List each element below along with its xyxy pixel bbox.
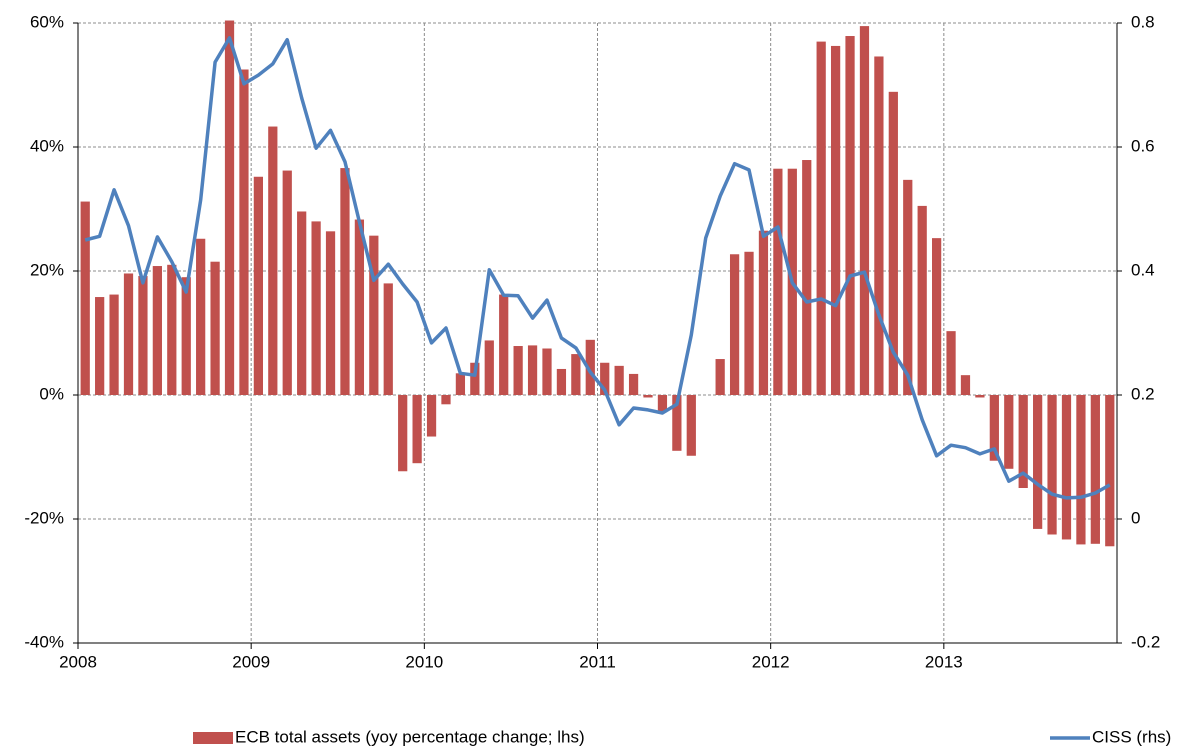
bar	[181, 277, 191, 395]
bar	[729, 254, 740, 395]
y2-tick-label: 0.8	[1131, 12, 1155, 31]
bar	[614, 365, 624, 395]
bar	[830, 45, 841, 395]
bar	[816, 41, 826, 395]
bar	[470, 362, 480, 395]
x-tick-label: 2011	[579, 652, 616, 671]
x-tick-label: 2008	[59, 652, 97, 671]
bar	[95, 297, 105, 395]
bar	[946, 331, 956, 395]
bar	[224, 20, 235, 396]
bar	[1090, 395, 1100, 544]
bar	[210, 261, 220, 395]
bar	[412, 395, 422, 464]
bar	[527, 345, 538, 395]
bar	[1076, 395, 1086, 545]
bar	[585, 339, 595, 395]
bar	[1018, 395, 1028, 488]
x-tick-label: 2009	[232, 652, 270, 671]
y2-tick-label: -0.2	[1131, 632, 1160, 651]
bar	[556, 368, 567, 395]
bar	[542, 348, 552, 395]
line	[84, 36, 1111, 500]
y-tick-label: 40%	[30, 136, 64, 155]
x-tick-label: 2012	[752, 652, 790, 671]
bar	[903, 179, 913, 395]
bar	[686, 395, 696, 456]
y-tick-label: -40%	[24, 632, 64, 651]
bar	[80, 201, 90, 395]
bar	[628, 373, 639, 395]
y-tick-label: 0%	[39, 384, 64, 403]
bar	[455, 373, 466, 395]
bar	[426, 395, 437, 437]
y2-tick-label: 0	[1131, 508, 1140, 527]
bar	[571, 354, 581, 395]
bar	[513, 346, 523, 395]
y-tick-label: 20%	[30, 260, 64, 279]
bar	[600, 362, 610, 395]
bar	[758, 230, 769, 395]
bar	[311, 221, 321, 395]
bar	[325, 231, 336, 395]
y2-tick-label: 0.2	[1131, 384, 1155, 403]
bar	[109, 294, 119, 395]
bar	[499, 294, 509, 395]
bar	[643, 395, 653, 398]
bar	[715, 359, 725, 395]
bar	[441, 395, 451, 405]
bar	[239, 69, 249, 395]
bar	[297, 211, 307, 395]
bar	[1105, 395, 1115, 547]
bar	[932, 238, 942, 395]
bar	[138, 275, 148, 395]
bar	[845, 36, 855, 396]
bar	[253, 176, 263, 395]
bar	[282, 170, 292, 395]
bar	[354, 219, 365, 395]
bar	[1061, 395, 1072, 540]
x-tick-label: 2010	[405, 652, 443, 671]
bar	[975, 395, 985, 398]
bar	[888, 91, 898, 395]
bar	[1004, 395, 1014, 469]
bar	[268, 126, 278, 395]
bar	[989, 395, 999, 461]
bar	[167, 264, 177, 395]
y2-tick-label: 0.4	[1131, 260, 1155, 279]
bar	[657, 395, 668, 413]
bar	[802, 160, 812, 395]
bar	[874, 56, 884, 395]
y-tick-label: 60%	[30, 12, 64, 31]
y2-tick-label: 0.6	[1131, 136, 1155, 155]
bar	[383, 283, 393, 395]
bar	[1047, 395, 1057, 535]
legend-label: CISS (rhs)	[1092, 727, 1171, 746]
bar	[398, 395, 408, 472]
bar	[196, 238, 206, 395]
bar	[960, 375, 971, 395]
bar	[1033, 395, 1043, 529]
bar	[773, 168, 783, 395]
bar	[369, 235, 379, 395]
bar	[152, 266, 162, 395]
bar	[744, 251, 754, 395]
bar	[672, 395, 682, 451]
bar	[484, 340, 494, 395]
legend-label: ECB total assets (yoy percentage change;…	[235, 727, 585, 746]
legend-swatch	[193, 732, 233, 744]
bar	[917, 205, 927, 395]
x-tick-label: 2013	[925, 652, 963, 671]
bar	[859, 26, 870, 395]
bar	[340, 168, 350, 395]
y-tick-label: -20%	[24, 508, 64, 527]
bar	[123, 273, 134, 395]
